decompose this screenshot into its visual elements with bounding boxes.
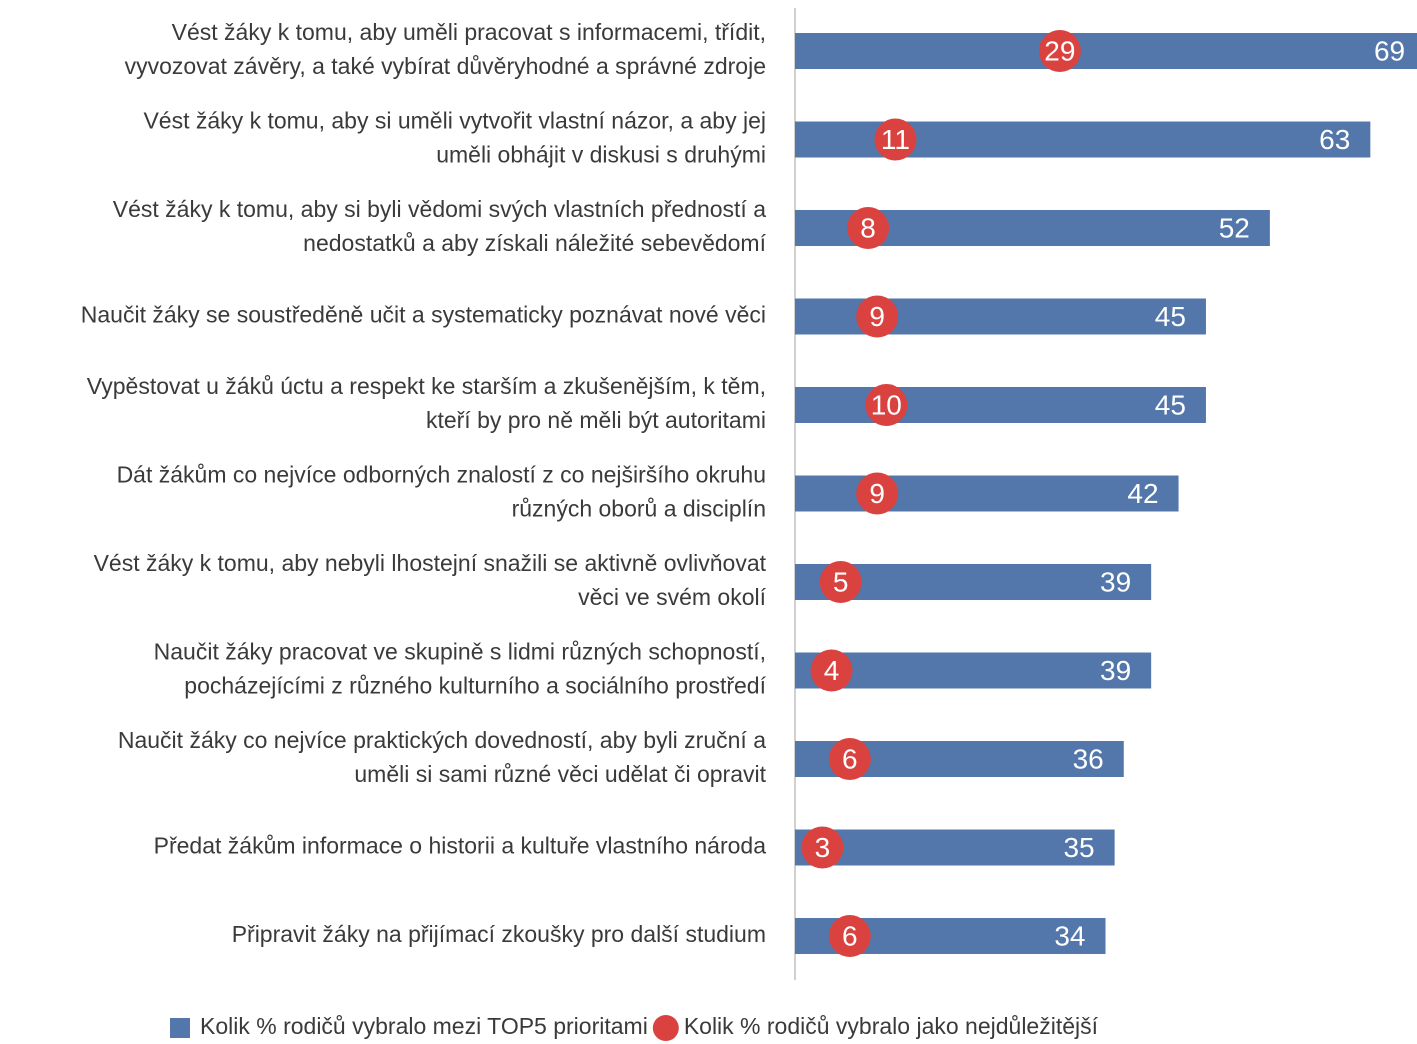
category-label: Naučit žáky pracovat ve skupině s lidmi … <box>154 639 766 665</box>
category-label: pocházejícími z různého kulturního a soc… <box>184 673 766 699</box>
dot <box>828 738 871 780</box>
bar <box>795 829 1115 866</box>
dot-value-label: 6 <box>842 920 858 951</box>
dot <box>847 207 890 249</box>
category-label: uměli obhájit v diskusi s druhými <box>436 142 766 168</box>
category-label: Vypěstovat u žáků úctu a respekt ke star… <box>87 373 766 399</box>
category-label: nedostatků a aby získali náležité sebevě… <box>303 230 766 256</box>
dot <box>828 915 871 957</box>
bar <box>795 387 1206 423</box>
dot-value-label: 29 <box>1044 35 1075 66</box>
bar <box>795 475 1179 512</box>
bar-value-label: 34 <box>1054 920 1085 951</box>
legend-label: Kolik % rodičů vybralo jako nejdůležitěj… <box>684 1013 1099 1039</box>
dot-value-label: 9 <box>869 478 885 509</box>
bar-value-label: 39 <box>1100 566 1131 597</box>
dot-value-label: 6 <box>842 743 858 774</box>
category-label: Vést žáky k tomu, aby si uměli vytvořit … <box>143 108 766 134</box>
bar-value-label: 63 <box>1319 124 1350 155</box>
bar-value-label: 52 <box>1219 212 1250 243</box>
bar-value-label: 42 <box>1127 478 1158 509</box>
dot <box>856 295 899 338</box>
dot-value-label: 5 <box>833 566 849 597</box>
category-label: Předat žákům informace o historii a kult… <box>154 833 767 859</box>
category-label: kteří by pro ně měli být autoritami <box>426 407 766 433</box>
dot <box>865 384 908 426</box>
bar-value-label: 39 <box>1100 655 1131 686</box>
category-label: Připravit žáky na přijímací zkoušky pro … <box>232 921 766 947</box>
legend-label: Kolik % rodičů vybralo mezi TOP5 priorit… <box>200 1013 648 1039</box>
dot-value-label: 4 <box>824 655 840 686</box>
category-label: Naučit žáky se soustředěně učit a system… <box>81 302 766 328</box>
dot-value-label: 8 <box>860 212 876 243</box>
category-label: uměli si sami různé věci udělat či oprav… <box>354 761 766 787</box>
bar <box>795 33 1417 69</box>
dot-value-label: 3 <box>815 832 831 863</box>
category-label: různých oborů a disciplín <box>512 496 766 522</box>
dot <box>856 472 899 515</box>
dot <box>1038 30 1081 72</box>
dot <box>810 649 853 692</box>
bar-value-label: 35 <box>1063 832 1094 863</box>
category-label: Naučit žáky co nejvíce praktických doved… <box>118 727 766 753</box>
legend-swatch <box>170 1018 190 1038</box>
dot-value-label: 11 <box>881 124 910 155</box>
legend-swatch <box>652 1015 679 1041</box>
dot-value-label: 9 <box>869 301 885 332</box>
bar-value-label: 45 <box>1155 389 1186 420</box>
bar-value-label: 45 <box>1155 301 1186 332</box>
bar-value-label: 69 <box>1374 35 1405 66</box>
bar <box>795 652 1152 689</box>
category-label: Vést žáky k tomu, aby si byli vědomi svý… <box>113 196 766 222</box>
category-label: Dát žákům co nejvíce odborných znalostí … <box>117 462 766 488</box>
dot <box>801 826 844 869</box>
category-label: Vést žáky k tomu, aby uměli pracovat s i… <box>172 19 766 45</box>
dot <box>874 118 917 161</box>
category-label: Vést žáky k tomu, aby nebyli lhostejní s… <box>94 550 767 576</box>
category-label: věci ve svém okolí <box>578 584 767 610</box>
dot-value-label: 10 <box>871 389 902 420</box>
bar-value-label: 36 <box>1073 743 1104 774</box>
dot <box>819 561 862 603</box>
category-label: vyvozovat závěry, a také vybírat důvěryh… <box>125 53 766 79</box>
